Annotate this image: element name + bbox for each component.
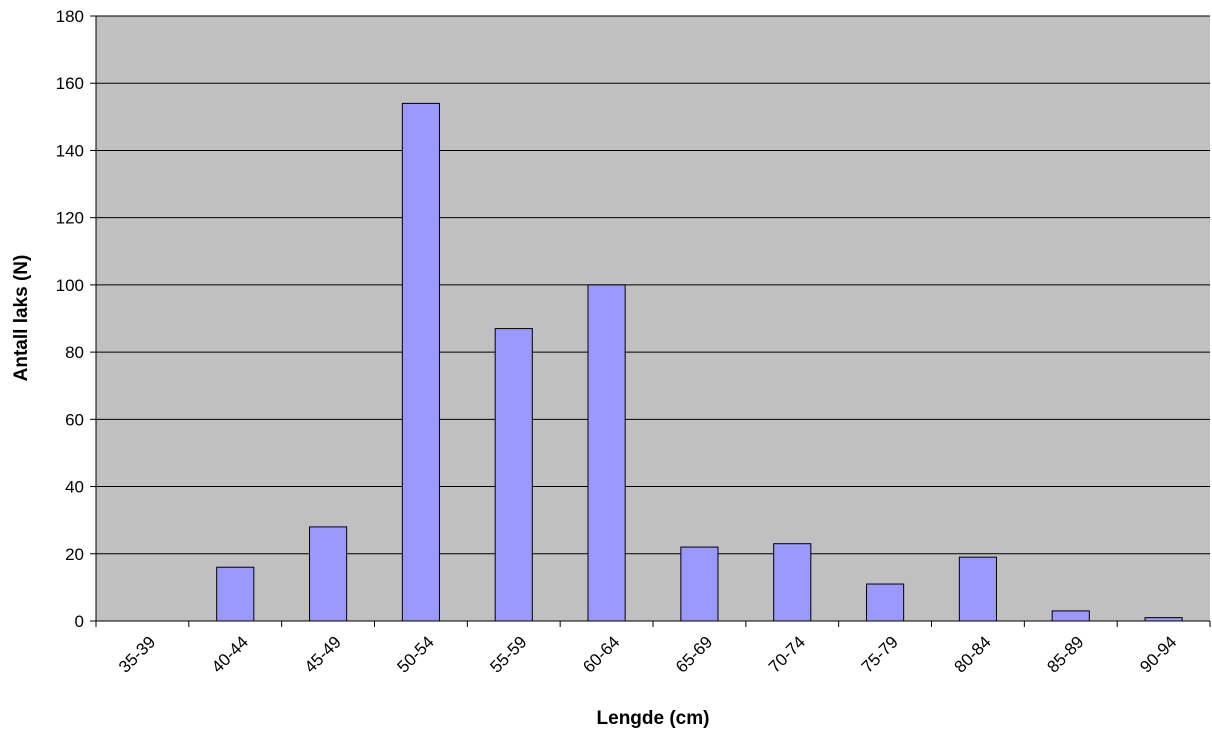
y-tick-label: 20 [65,545,84,564]
x-tick-label: 70-74 [765,632,809,676]
bar-65-69 [680,546,719,622]
y-tick-label: 100 [56,276,84,295]
x-tick-label: 90-94 [1136,632,1180,676]
bar-40-44 [216,566,255,622]
bar-55-59 [494,328,533,622]
x-tick-label: 45-49 [301,632,345,676]
x-tick-label: 85-89 [1043,632,1087,676]
bar-75-79 [866,583,905,622]
y-tick-label: 160 [56,74,84,93]
bar-50-54 [401,102,440,622]
gridlines [96,15,1210,555]
x-ticks: 35-39 40-44 45-49 50-54 55-59 60-64 65-69 70-74… [95,621,1211,677]
y-tick-label: 180 [56,7,84,26]
y-tick-label: 140 [56,141,84,160]
plot-area [96,16,1210,621]
y-axis-title: Antall laks (N) [11,255,32,382]
x-tick-label: 35-39 [115,632,159,676]
bar-45-49 [309,526,348,622]
bar-80-84 [958,556,997,622]
bars [216,102,1183,622]
y-tick-label: 0 [75,612,84,631]
bar-70-74 [773,543,812,622]
x-tick-label: 75-79 [858,632,902,676]
y-tick-label: 80 [65,343,84,362]
y-ticks: 0 20 40 60 80 100 120 140 160 180 [56,7,96,631]
x-axis-title: Lengde (cm) [597,708,710,729]
x-tick-label: 60-64 [579,632,623,676]
bar-90-94 [1144,617,1183,622]
y-tick-label: 60 [65,410,84,429]
x-tick-label: 40-44 [208,632,252,676]
x-tick-label: 65-69 [672,632,716,676]
bar-85-89 [1051,610,1090,622]
x-tick-label: 80-84 [951,632,995,676]
x-tick-label: 50-54 [394,632,438,676]
bar-60-64 [587,284,626,622]
y-tick-label: 120 [56,209,84,228]
y-tick-label: 40 [65,478,84,497]
x-tick-label: 55-59 [486,632,530,676]
